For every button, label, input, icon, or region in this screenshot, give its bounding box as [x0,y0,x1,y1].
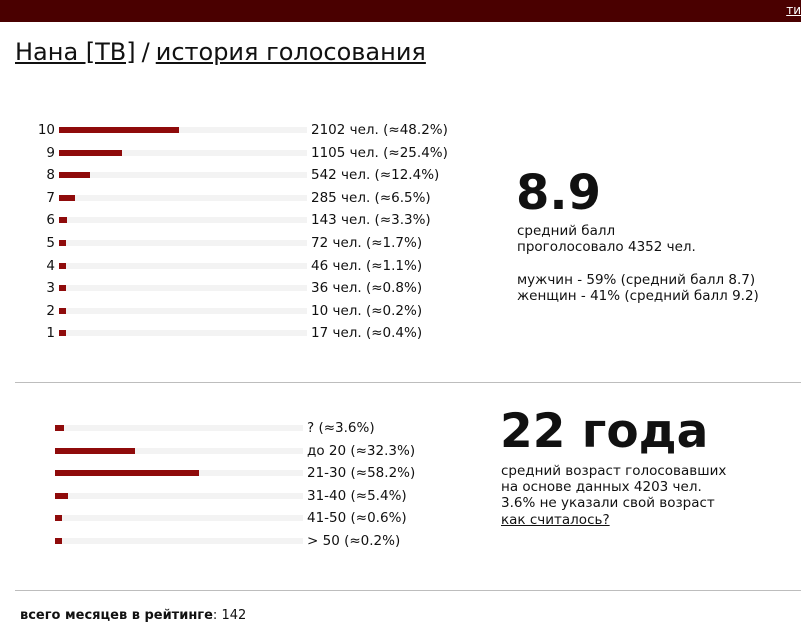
breadcrumb-section-link[interactable]: история голосования [155,38,426,66]
age-row-bar [55,470,199,477]
score-row-track [59,285,307,292]
total-votes: проголосовало 4352 чел. [517,239,696,255]
breadcrumb: Нана [ТВ] / история голосования [15,38,426,66]
age-row: до 20 (≈32.3%) [0,441,801,461]
score-row-bar [59,149,122,156]
score-row-track [59,262,307,269]
score-row: 8 542 чел. (≈12.4%) [0,165,801,185]
average-score-label: средний балл [517,223,616,239]
months-in-rating-value: 142 [221,608,247,623]
top-bar: ти [0,0,801,22]
score-row-label: 2 [46,302,55,319]
age-row: 31-40 (≈5.4%) [0,486,801,506]
age-row-bar [55,492,68,499]
age-row: 21-30 (≈58.2%) [0,463,801,483]
breadcrumb-separator: / [141,38,150,66]
age-row-track [55,538,303,544]
age-row-track [55,515,303,522]
score-row-label: 9 [46,144,55,161]
score-row-value: 17 чел. (≈0.4%) [311,325,423,342]
score-row-bar [59,262,66,269]
average-score: 8.9 [516,165,602,221]
score-row: 3 36 чел. (≈0.8%) [0,278,801,298]
age-row-bar [55,425,64,431]
score-row-bar [59,194,75,201]
men-stat: мужчин - 59% (средний балл 8.7) [517,272,756,288]
score-row: 4 46 чел. (≈1.1%) [0,256,801,276]
score-row-bar [59,127,179,133]
women-stat: женщин - 41% (средний балл 9.2) [517,288,759,304]
score-row-bar [59,172,90,179]
score-row-bar [59,307,66,314]
score-row-bar [59,285,66,292]
age-unspecified: 3.6% не указали свой возраст [501,495,715,511]
score-row-bar [59,217,67,224]
score-row-label: 10 [37,122,55,138]
score-row: 5 72 чел. (≈1.7%) [0,233,801,253]
score-row-track [59,127,307,133]
score-row: 10 2102 чел. (≈48.2%) [0,120,801,140]
age-row-value: 41-50 (≈0.6%) [307,510,407,527]
age-row-bar [55,447,135,454]
score-row: 1 17 чел. (≈0.4%) [0,323,801,343]
age-row: > 50 (≈0.2%) [0,531,801,551]
score-row: 6 143 чел. (≈3.3%) [0,210,801,230]
age-description: средний возраст голосовавших [501,463,727,479]
how-calculated-link[interactable]: как считалось? [501,512,610,528]
age-row: ? (≈3.6%) [0,418,801,438]
age-row-value: ? (≈3.6%) [307,420,375,436]
score-row-track [59,217,307,224]
months-in-rating-label: всего месяцев в рейтинге [20,608,213,623]
score-row-label: 6 [46,212,55,229]
age-row-value: до 20 (≈32.3%) [307,442,416,459]
age-row-track [55,492,303,499]
score-row-label: 4 [46,257,55,274]
score-row-label: 8 [46,167,55,184]
age-row: 41-50 (≈0.6%) [0,508,801,528]
score-row: 2 10 чел. (≈0.2%) [0,301,801,321]
score-row-track [59,172,307,179]
divider [15,382,801,383]
age-data-basis: на основе данных 4203 чел. [501,479,702,495]
score-row-track [59,240,307,246]
average-age: 22 года [500,404,709,459]
age-row-value: 31-40 (≈5.4%) [307,487,407,504]
score-row-bar [59,330,66,337]
score-row-value: 2102 чел. (≈48.2%) [311,122,448,138]
score-row-label: 1 [46,325,55,342]
score-row-value: 1105 чел. (≈25.4%) [311,144,448,161]
age-row-track [55,470,303,477]
age-row-bar [55,538,62,544]
breadcrumb-title-link[interactable]: Нана [ТВ] [15,38,136,66]
age-row-track [55,425,303,431]
score-row-value: 542 чел. (≈12.4%) [311,167,440,184]
score-row-bar [59,240,66,246]
score-row-track [59,149,307,156]
score-row-value: 72 чел. (≈1.7%) [311,235,423,251]
score-row-value: 143 чел. (≈3.3%) [311,212,431,229]
footer: всего месяцев в рейтинге: 142 [20,608,247,623]
age-row-bar [55,515,62,522]
score-row-value: 36 чел. (≈0.8%) [311,280,423,297]
score-row-label: 5 [46,235,55,251]
age-row-value: 21-30 (≈58.2%) [307,465,416,482]
score-row-track [59,194,307,201]
score-row: 7 285 чел. (≈6.5%) [0,188,801,208]
divider [15,590,801,591]
age-row-track [55,447,303,454]
score-row-label: 3 [46,280,55,297]
score-row-value: 10 чел. (≈0.2%) [311,302,423,319]
age-row-value: > 50 (≈0.2%) [307,533,401,549]
score-row: 9 1105 чел. (≈25.4%) [0,143,801,163]
score-row-value: 46 чел. (≈1.1%) [311,257,423,274]
score-row-value: 285 чел. (≈6.5%) [311,189,431,206]
score-row-label: 7 [46,189,55,206]
score-row-track [59,307,307,314]
top-bar-link[interactable]: ти [786,3,801,17]
score-row-track [59,330,307,337]
